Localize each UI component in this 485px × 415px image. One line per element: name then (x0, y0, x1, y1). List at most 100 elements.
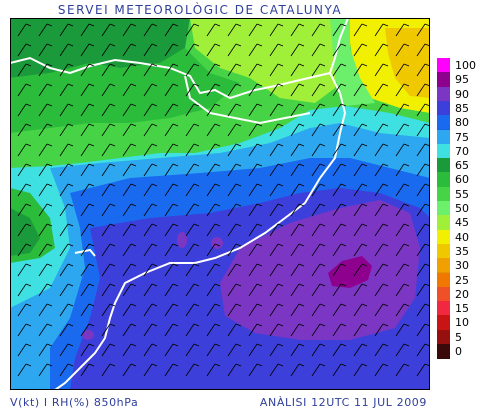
legend-swatch (437, 172, 450, 188)
wind-barb (143, 83, 158, 97)
wind-barb (122, 263, 137, 277)
wind-barbs (17, 23, 430, 377)
wind-barb (227, 323, 242, 337)
wind-barb (374, 63, 389, 77)
rh-spot (177, 232, 187, 248)
wind-barb (17, 303, 32, 317)
wind-barb (374, 343, 389, 357)
wind-barb (185, 283, 200, 297)
wind-barb (311, 283, 326, 297)
wind-barb (353, 183, 368, 197)
legend-swatch (437, 258, 450, 274)
legend-tick-label: 70 (455, 144, 469, 158)
wind-barb (248, 343, 263, 357)
wind-barb (59, 363, 74, 377)
legend-tick-label: 50 (455, 202, 469, 215)
wind-barb (122, 143, 137, 157)
wind-barb (38, 303, 53, 317)
wind-barb (59, 343, 74, 357)
wind-barb (227, 303, 242, 317)
wind-barb (80, 123, 95, 137)
wind-barb (311, 23, 326, 37)
legend-swatch (437, 286, 450, 303)
wind-barb (59, 303, 74, 317)
wind-barb (353, 143, 368, 157)
rh-band-green-mid (10, 48, 240, 133)
wind-barb (38, 223, 53, 237)
wind-barb (122, 203, 137, 217)
wind-barb (80, 363, 95, 377)
wind-barb (59, 243, 74, 257)
wind-barb (101, 303, 116, 317)
wind-barb (143, 283, 158, 297)
rh-band-violet (220, 200, 420, 340)
wind-barb (185, 123, 200, 137)
wind-barb (164, 323, 179, 337)
wind-barb (101, 243, 116, 257)
wind-barb (206, 243, 221, 257)
wind-barb (311, 243, 326, 257)
wind-barb (269, 243, 284, 257)
wind-barb (332, 83, 347, 97)
legend-tick-label: 45 (455, 216, 469, 230)
wind-barb (101, 63, 116, 77)
wind-barb (59, 143, 74, 157)
wind-barb (143, 143, 158, 157)
legend-tick-label: 5 (455, 330, 462, 344)
wind-barb (269, 303, 284, 317)
wind-barb (353, 43, 368, 57)
legend-tick-label: 65 (455, 159, 469, 173)
wind-barb (143, 363, 158, 377)
wind-barb (395, 143, 410, 157)
wind-barb (290, 223, 305, 237)
wind-barb (59, 43, 74, 57)
legend-tick-label: 80 (455, 116, 469, 130)
wind-barb (122, 63, 137, 77)
wind-barb (80, 43, 95, 57)
legend-swatch (437, 215, 450, 231)
wind-barb (80, 103, 95, 117)
wind-barb (374, 163, 389, 177)
wind-barb (38, 263, 53, 277)
wind-barb (248, 43, 263, 57)
wind-barb (269, 63, 284, 77)
wind-barb (332, 43, 347, 57)
wind-barb (80, 283, 95, 297)
wind-barb (395, 343, 410, 357)
wind-barb (122, 343, 137, 357)
wind-barb (164, 283, 179, 297)
wind-barb (374, 203, 389, 217)
wind-barb (290, 243, 305, 257)
wind-barb (122, 223, 137, 237)
coastline-inland (184, 75, 311, 125)
wind-barb (248, 283, 263, 297)
wind-barb (290, 23, 305, 37)
wind-barb (269, 23, 284, 37)
wind-barb (332, 23, 347, 37)
wind-barb (206, 263, 221, 277)
legend-swatch (437, 143, 450, 160)
wind-barb (206, 223, 221, 237)
rh-band-orange-ne (385, 28, 430, 98)
wind-barb (311, 323, 326, 337)
wind-barb (395, 223, 410, 237)
wind-barb (248, 183, 263, 197)
legend-swatch (437, 229, 450, 245)
wind-barb (59, 223, 74, 237)
wind-barb (206, 123, 221, 137)
wind-barb (227, 43, 242, 57)
wind-barb (332, 263, 347, 277)
wind-barb (38, 63, 53, 77)
rh-band-darkgreen-west (10, 208, 40, 256)
wind-barb (395, 63, 410, 77)
wind-barb (164, 163, 179, 177)
wind-barb (353, 243, 368, 257)
wind-barb (59, 23, 74, 37)
island-coast (74, 248, 96, 257)
wind-barb (185, 63, 200, 77)
wind-barb (122, 123, 137, 137)
wind-barb (17, 123, 32, 137)
legend-tick-label: 40 (455, 230, 469, 244)
wind-barb (80, 303, 95, 317)
wind-barb (248, 143, 263, 157)
